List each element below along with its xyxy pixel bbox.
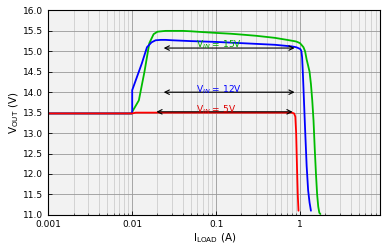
Text: V$_{IN}$ = 15V: V$_{IN}$ = 15V xyxy=(196,38,242,51)
Text: V$_{IN}$ = 12V: V$_{IN}$ = 12V xyxy=(196,84,242,97)
Text: V$_{IN}$ = 5V: V$_{IN}$ = 5V xyxy=(196,104,236,116)
Y-axis label: V$_{\mathrm{OUT}}$ (V): V$_{\mathrm{OUT}}$ (V) xyxy=(7,91,21,134)
X-axis label: I$_{\mathrm{LOAD}}$ (A): I$_{\mathrm{LOAD}}$ (A) xyxy=(192,231,236,245)
